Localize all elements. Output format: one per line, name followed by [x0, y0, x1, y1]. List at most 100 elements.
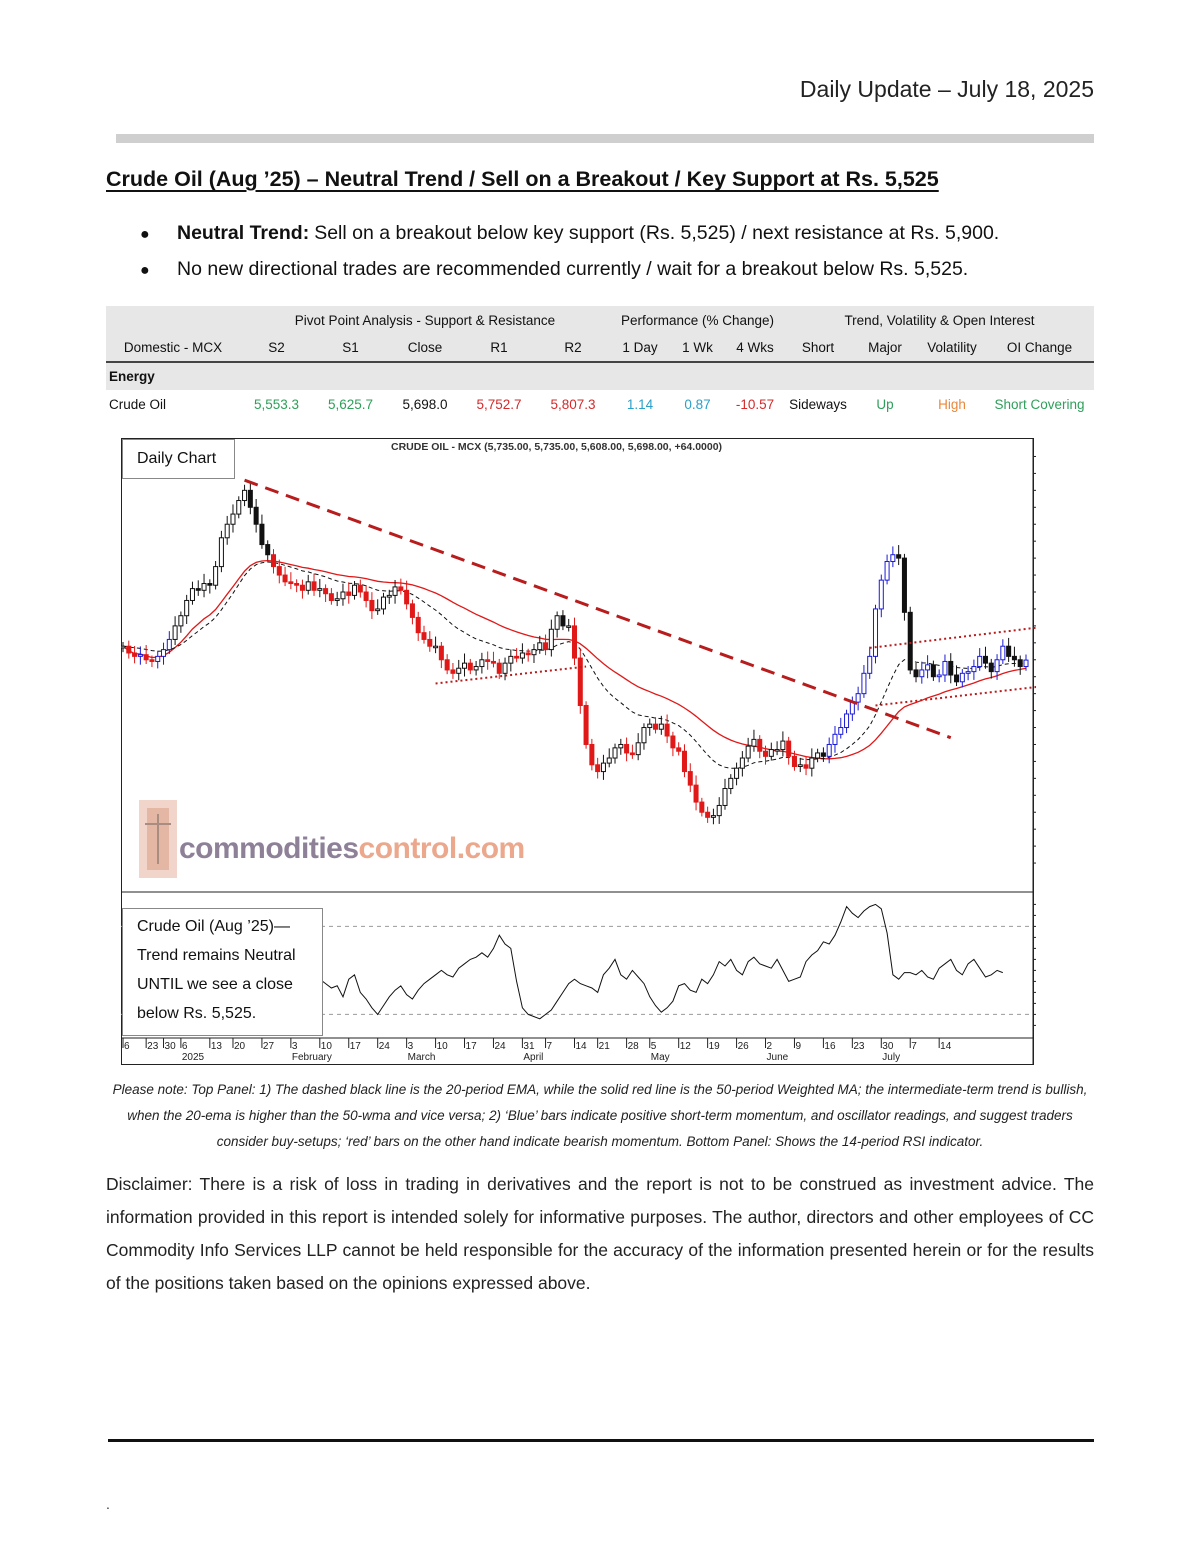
candle-body — [982, 655, 988, 664]
candle-body — [357, 584, 363, 593]
candle-body — [467, 662, 473, 671]
col-header: Volatility — [919, 334, 985, 363]
channel-lower-line — [875, 686, 1036, 707]
candle-body — [710, 815, 716, 818]
candle-body — [398, 586, 404, 591]
header-divider — [116, 134, 1094, 143]
cell-r1: 5,752.7 — [476, 396, 522, 412]
candle-body — [485, 659, 491, 662]
time-tick-label: 10 — [321, 1041, 333, 1052]
candle-body — [247, 489, 253, 508]
col-header: R2 — [536, 334, 610, 363]
candle-body — [942, 660, 948, 676]
candle-body — [346, 591, 352, 596]
time-tick-label: 16 — [824, 1041, 836, 1052]
candle-body — [444, 659, 450, 671]
candle-body — [409, 603, 415, 618]
time-tick-label: 13 — [211, 1041, 223, 1052]
candle-body — [930, 664, 936, 678]
time-tick-label: 14 — [940, 1041, 952, 1052]
candle-body — [728, 777, 734, 790]
candle-body — [415, 616, 421, 634]
time-tick-label: 17 — [466, 1041, 478, 1052]
candle-body — [612, 747, 618, 759]
candle-body — [560, 615, 566, 627]
candle-body — [1000, 645, 1006, 661]
cell-1day: 1.14 — [626, 396, 654, 412]
candle-body — [763, 750, 769, 757]
cell-1wk: 0.87 — [684, 396, 711, 412]
candle-body — [687, 771, 693, 786]
watermark-part2: control.com — [358, 832, 526, 865]
candle-body — [490, 660, 496, 664]
pivot-table: Pivot Point Analysis - Support & Resista… — [106, 306, 1094, 418]
candle-body — [959, 672, 965, 683]
rsi-note-line: Trend remains Neutral — [137, 947, 296, 964]
cell-r2: 5,807.3 — [550, 396, 596, 412]
candle-body — [525, 652, 531, 656]
candle-body — [965, 671, 971, 674]
candle-body — [872, 608, 879, 657]
candle-body — [132, 652, 138, 657]
candle-body — [334, 598, 340, 601]
candle-body — [699, 801, 705, 813]
candle-body — [184, 599, 190, 617]
time-tick-label: 14 — [576, 1041, 588, 1052]
candle-body — [282, 574, 288, 583]
time-tick-label: 31 — [523, 1041, 535, 1052]
col-header: 1 Day — [610, 334, 670, 363]
candle-body — [867, 655, 873, 674]
candle-body — [826, 743, 832, 757]
candle-body — [1006, 645, 1012, 657]
candle-body — [936, 674, 942, 678]
candle-body — [734, 767, 740, 779]
candle-body — [421, 632, 427, 640]
candle-body — [954, 674, 960, 683]
candle-body — [768, 749, 774, 757]
channel-upper-line — [869, 626, 1036, 649]
time-tick-label: 30 — [165, 1041, 177, 1052]
time-tick-label: 10 — [437, 1041, 449, 1052]
bullet-item: ● No new directional trades are recommen… — [140, 258, 1100, 294]
candle-body — [462, 662, 468, 669]
candle-body — [815, 752, 821, 759]
candle-body — [948, 660, 954, 676]
table-section-row: Energy — [106, 362, 1094, 390]
candle-body — [149, 659, 155, 662]
candle-body — [994, 659, 1000, 673]
candle-body — [809, 757, 815, 769]
candle-body — [705, 811, 711, 818]
month-label: July — [882, 1052, 900, 1063]
candle-body — [323, 588, 329, 595]
candle-body — [543, 642, 549, 651]
candle-body — [820, 752, 826, 757]
footer-mark: . — [106, 1496, 110, 1512]
candle-body — [571, 625, 578, 659]
candle-body — [716, 804, 722, 817]
time-tick-label: 5 — [651, 1041, 657, 1052]
candle-body — [606, 757, 612, 764]
time-tick-label: 7 — [547, 1041, 553, 1052]
candle-body — [774, 749, 780, 752]
time-tick-label: 9 — [795, 1041, 801, 1052]
candle-body — [595, 764, 601, 773]
time-tick-label: 6 — [124, 1041, 130, 1052]
candle-body — [647, 723, 653, 729]
time-tick-label: 3 — [408, 1041, 414, 1052]
candle-body — [861, 672, 867, 695]
candle-body — [288, 581, 294, 585]
time-tick-label: 21 — [599, 1041, 611, 1052]
candle-body — [600, 762, 606, 773]
watermark-part1: commodities — [179, 832, 359, 865]
month-label: February — [292, 1052, 332, 1063]
candle-body — [496, 662, 502, 674]
candle-body — [224, 523, 230, 539]
month-label: April — [523, 1052, 543, 1063]
time-tick-label: 24 — [379, 1041, 391, 1052]
candle-body — [745, 745, 751, 759]
candle-body — [1023, 659, 1029, 668]
rsi-note-line: UNTIL we see a close — [137, 976, 293, 993]
candle-body — [780, 740, 786, 751]
support-trendline — [435, 665, 587, 685]
candle-body — [913, 669, 919, 678]
